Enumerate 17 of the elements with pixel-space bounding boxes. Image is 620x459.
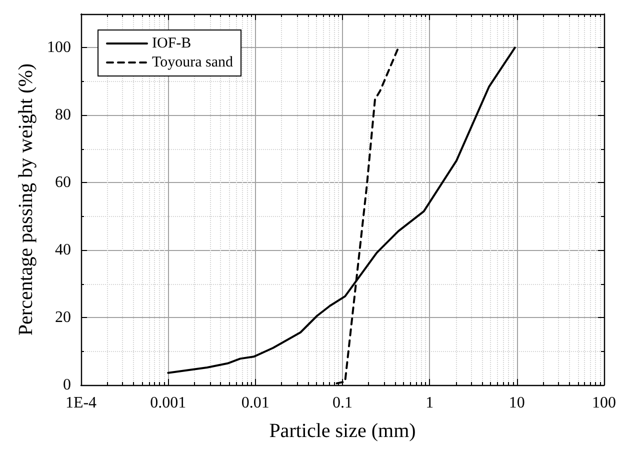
legend-label: Toyoura sand [152, 54, 234, 70]
y-tick-label: 60 [55, 174, 71, 192]
x-axis-title: Particle size (mm) [269, 420, 416, 442]
x-tick-label: 0.01 [241, 394, 270, 412]
x-tick-label: 0.1 [332, 394, 352, 412]
x-tick-label: 1E-4 [65, 394, 97, 412]
y-tick-label: 0 [63, 376, 71, 394]
y-tick-label: 40 [55, 242, 71, 259]
x-tick-label: 10 [508, 394, 525, 412]
x-tick-label: 100 [592, 394, 616, 412]
y-tick-label: 100 [47, 39, 71, 56]
x-tick-label: 1 [426, 394, 434, 412]
y-tick-label: 20 [55, 309, 71, 326]
y-axis-title: Percentage passing by weight (%) [15, 63, 38, 336]
legend-label: IOF-B [152, 36, 192, 52]
y-tick-label: 80 [55, 106, 71, 124]
x-tick-label: 0.001 [150, 394, 186, 412]
